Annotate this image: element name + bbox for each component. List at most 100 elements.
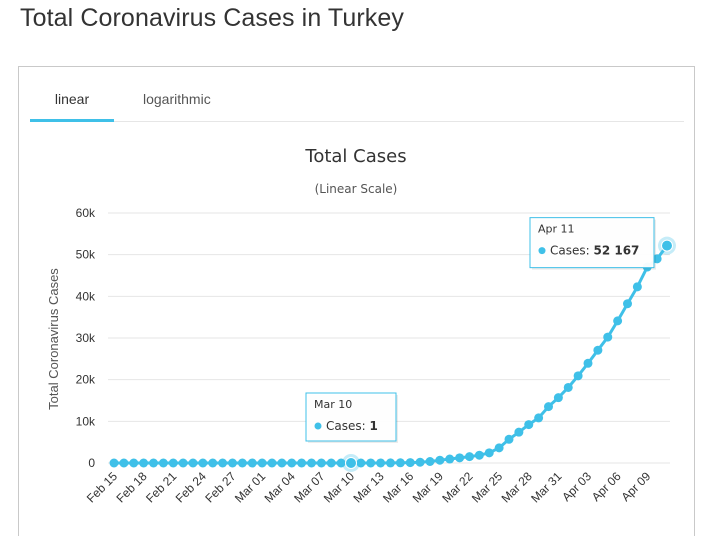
x-tick-label: Apr 03 <box>559 469 594 504</box>
tooltip-frame <box>305 392 397 442</box>
data-point[interactable] <box>307 458 316 468</box>
x-tick-label: Mar 13 <box>350 469 387 506</box>
tab-logarithmic[interactable]: logarithmic <box>143 91 211 107</box>
x-tick-label: Mar 25 <box>469 469 506 506</box>
x-tick-label: Apr 09 <box>618 469 653 504</box>
data-point[interactable] <box>277 458 287 468</box>
highlight-point[interactable] <box>661 239 673 252</box>
page-title: Total Coronavirus Cases in Turkey <box>20 4 405 32</box>
data-point[interactable] <box>435 455 445 465</box>
x-tick-label: Mar 07 <box>291 469 328 506</box>
data-point[interactable] <box>553 393 563 403</box>
data-point[interactable] <box>573 371 583 381</box>
data-point[interactable] <box>465 452 474 462</box>
data-point[interactable] <box>149 458 158 468</box>
data-point[interactable] <box>514 427 524 437</box>
y-tick-label: 40k <box>76 289 96 303</box>
data-point[interactable] <box>178 458 188 468</box>
data-point[interactable] <box>603 332 613 342</box>
data-point[interactable] <box>632 282 642 292</box>
data-point[interactable] <box>445 454 455 464</box>
data-point[interactable] <box>356 458 366 468</box>
y-tick-label: 0 <box>88 456 95 470</box>
data-point[interactable] <box>168 458 178 468</box>
x-tick-label: Feb 21 <box>143 469 180 506</box>
y-tick-labels: 0 10k 20k 30k 40k 50k 60k <box>76 206 96 470</box>
data-point[interactable] <box>544 402 553 412</box>
tooltip-value: 52 167 <box>593 244 639 258</box>
active-tab-indicator <box>30 119 114 122</box>
data-point[interactable] <box>563 382 573 392</box>
chart-panel: linear logarithmic <box>18 66 695 536</box>
data-point[interactable] <box>386 458 395 468</box>
data-point[interactable] <box>583 358 593 368</box>
data-point[interactable] <box>287 458 297 468</box>
data-point[interactable] <box>652 254 662 264</box>
data-point[interactable] <box>494 443 504 453</box>
tooltip-frame <box>529 217 655 269</box>
data-point[interactable] <box>119 458 129 468</box>
data-point[interactable] <box>208 458 218 468</box>
data-point[interactable] <box>524 420 534 430</box>
tooltips: Mar 10 Cases: 1 Apr 11 Cases: 52 167 <box>305 217 676 472</box>
y-axis-label: Total Coronavirus Cases <box>46 268 61 410</box>
data-point[interactable] <box>455 453 465 463</box>
data-point[interactable] <box>129 458 139 468</box>
data-point[interactable] <box>198 458 208 468</box>
data-point[interactable] <box>237 458 247 468</box>
x-tick-label: Feb 18 <box>113 469 150 506</box>
line-chart: Total Cases (Linear Scale) Total Coronav… <box>46 146 676 506</box>
data-point[interactable] <box>366 458 376 468</box>
highlight-point[interactable] <box>345 456 357 469</box>
y-tick-label: 30k <box>76 331 96 345</box>
scale-tabs: linear logarithmic <box>30 85 684 122</box>
data-point[interactable] <box>405 458 415 468</box>
tooltip-series-label: Cases: 52 167 <box>550 244 639 258</box>
data-point[interactable] <box>395 458 405 468</box>
y-tick-label: 50k <box>76 248 96 262</box>
tab-linear[interactable]: linear <box>54 91 90 107</box>
tooltip-series-marker <box>314 422 322 430</box>
tooltip-date: Mar 10 <box>314 398 352 411</box>
x-tick-label: Mar 22 <box>439 469 476 506</box>
data-point[interactable] <box>188 458 198 468</box>
x-tick-label: Mar 04 <box>262 469 299 506</box>
data-point[interactable] <box>534 413 544 423</box>
tooltip-series-marker <box>538 247 546 255</box>
data-point[interactable] <box>376 458 386 468</box>
data-point[interactable] <box>415 457 425 467</box>
data-point[interactable] <box>297 458 307 468</box>
chart-title: Total Cases <box>304 146 406 167</box>
data-point[interactable] <box>474 450 484 460</box>
data-point[interactable] <box>326 458 336 468</box>
data-point[interactable] <box>139 458 149 468</box>
chart-subtitle: (Linear Scale) <box>315 182 398 196</box>
tooltip-box: Mar 10 Cases: 1 <box>305 392 398 443</box>
data-point[interactable] <box>257 458 267 468</box>
data-point[interactable] <box>247 458 257 468</box>
data-point[interactable] <box>425 457 435 467</box>
x-tick-label: Mar 19 <box>410 469 447 506</box>
data-point[interactable] <box>504 434 514 444</box>
x-tick-label: Mar 01 <box>232 469 269 506</box>
data-point[interactable] <box>228 458 237 468</box>
tooltip-series-label: Cases: 1 <box>326 419 378 433</box>
data-point[interactable] <box>336 458 346 468</box>
data-point[interactable] <box>109 458 119 468</box>
x-tick-label: Feb 24 <box>173 469 210 506</box>
data-point[interactable] <box>158 458 168 468</box>
data-point[interactable] <box>623 299 632 309</box>
data-point[interactable] <box>316 458 326 468</box>
tooltip-date: Apr 11 <box>538 223 575 236</box>
tooltip-box: Apr 11 Cases: 52 167 <box>529 217 656 270</box>
data-point[interactable] <box>613 316 623 326</box>
x-tick-label: Mar 16 <box>380 469 417 506</box>
data-point[interactable] <box>593 345 603 355</box>
tooltip-value: 1 <box>369 419 377 433</box>
data-point[interactable] <box>267 458 277 468</box>
data-point[interactable] <box>218 458 228 468</box>
data-point[interactable] <box>484 448 494 458</box>
x-tick-label: Apr 06 <box>589 469 624 504</box>
x-tick-label: Mar 10 <box>321 469 358 506</box>
